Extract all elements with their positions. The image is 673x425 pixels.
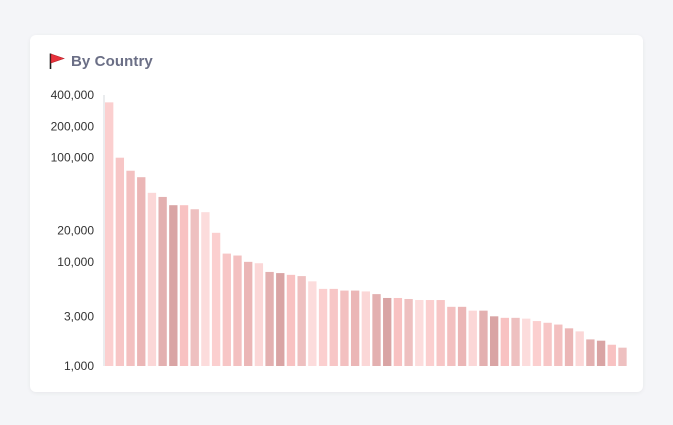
country-bar[interactable] xyxy=(340,290,349,366)
y-tick-label: 200,000 xyxy=(51,119,95,133)
country-card: 1,000 3,000 10,000 20,000 100,000 200,000 400,… xyxy=(30,35,643,392)
y-tick-label: 3,000 xyxy=(64,309,94,323)
country-bar[interactable] xyxy=(489,316,499,366)
flag-icon xyxy=(48,52,66,70)
country-bar[interactable] xyxy=(383,297,392,366)
country-bar[interactable] xyxy=(596,340,606,366)
country-bar[interactable] xyxy=(372,294,381,366)
country-bar[interactable] xyxy=(500,317,510,366)
country-bar[interactable] xyxy=(265,271,274,366)
country-bar[interactable] xyxy=(126,170,135,366)
country-bar[interactable] xyxy=(575,331,584,366)
country-bar[interactable] xyxy=(607,344,616,366)
country-bar[interactable] xyxy=(147,192,157,366)
country-bar[interactable] xyxy=(222,253,231,366)
country-bar[interactable] xyxy=(137,177,146,366)
country-bar[interactable] xyxy=(361,291,370,366)
country-bar[interactable] xyxy=(158,196,167,366)
country-bar[interactable] xyxy=(425,300,435,366)
y-tick-label: 10,000 xyxy=(57,255,94,269)
country-bar[interactable] xyxy=(169,205,178,366)
country-bar[interactable] xyxy=(201,212,210,366)
country-bar[interactable] xyxy=(468,310,477,366)
y-tick-label: 20,000 xyxy=(57,224,94,238)
country-bar[interactable] xyxy=(254,263,264,366)
country-bar[interactable] xyxy=(415,300,424,366)
country-bar[interactable] xyxy=(393,297,403,366)
country-bar[interactable] xyxy=(404,298,413,366)
country-bar[interactable] xyxy=(276,273,285,366)
y-tick-label: 400,000 xyxy=(51,88,95,102)
country-bar[interactable] xyxy=(522,318,531,366)
y-tick-label: 1,000 xyxy=(64,359,94,373)
y-tick-label: 100,000 xyxy=(51,151,95,165)
country-bar[interactable] xyxy=(115,157,125,366)
card-header: By Country xyxy=(48,51,153,71)
card-title: By Country xyxy=(71,52,153,70)
country-bar[interactable] xyxy=(297,276,306,366)
country-bar[interactable] xyxy=(211,232,221,366)
country-bar[interactable] xyxy=(286,274,296,366)
country-bar[interactable] xyxy=(329,288,338,366)
country-bar[interactable] xyxy=(436,300,445,366)
country-bar[interactable] xyxy=(511,317,520,366)
country-bar[interactable] xyxy=(308,281,317,366)
country-bar[interactable] xyxy=(532,321,542,366)
country-bar[interactable] xyxy=(618,347,627,366)
country-bar[interactable] xyxy=(233,255,242,366)
country-bar-chart: 1,000 3,000 10,000 20,000 100,000 200,000 400,… xyxy=(51,88,627,373)
country-bar[interactable] xyxy=(457,306,467,366)
country-bar[interactable] xyxy=(554,324,563,366)
country-bar[interactable] xyxy=(105,102,114,366)
country-bar[interactable] xyxy=(447,306,456,366)
country-bar[interactable] xyxy=(564,328,574,366)
country-bar[interactable] xyxy=(350,290,360,366)
country-bar[interactable] xyxy=(318,288,328,366)
country-bar[interactable] xyxy=(586,339,595,366)
country-bar[interactable] xyxy=(543,322,552,366)
country-bar[interactable] xyxy=(190,209,199,366)
country-bar[interactable] xyxy=(244,261,253,366)
country-bar[interactable] xyxy=(479,310,488,366)
country-bar[interactable] xyxy=(179,205,189,366)
